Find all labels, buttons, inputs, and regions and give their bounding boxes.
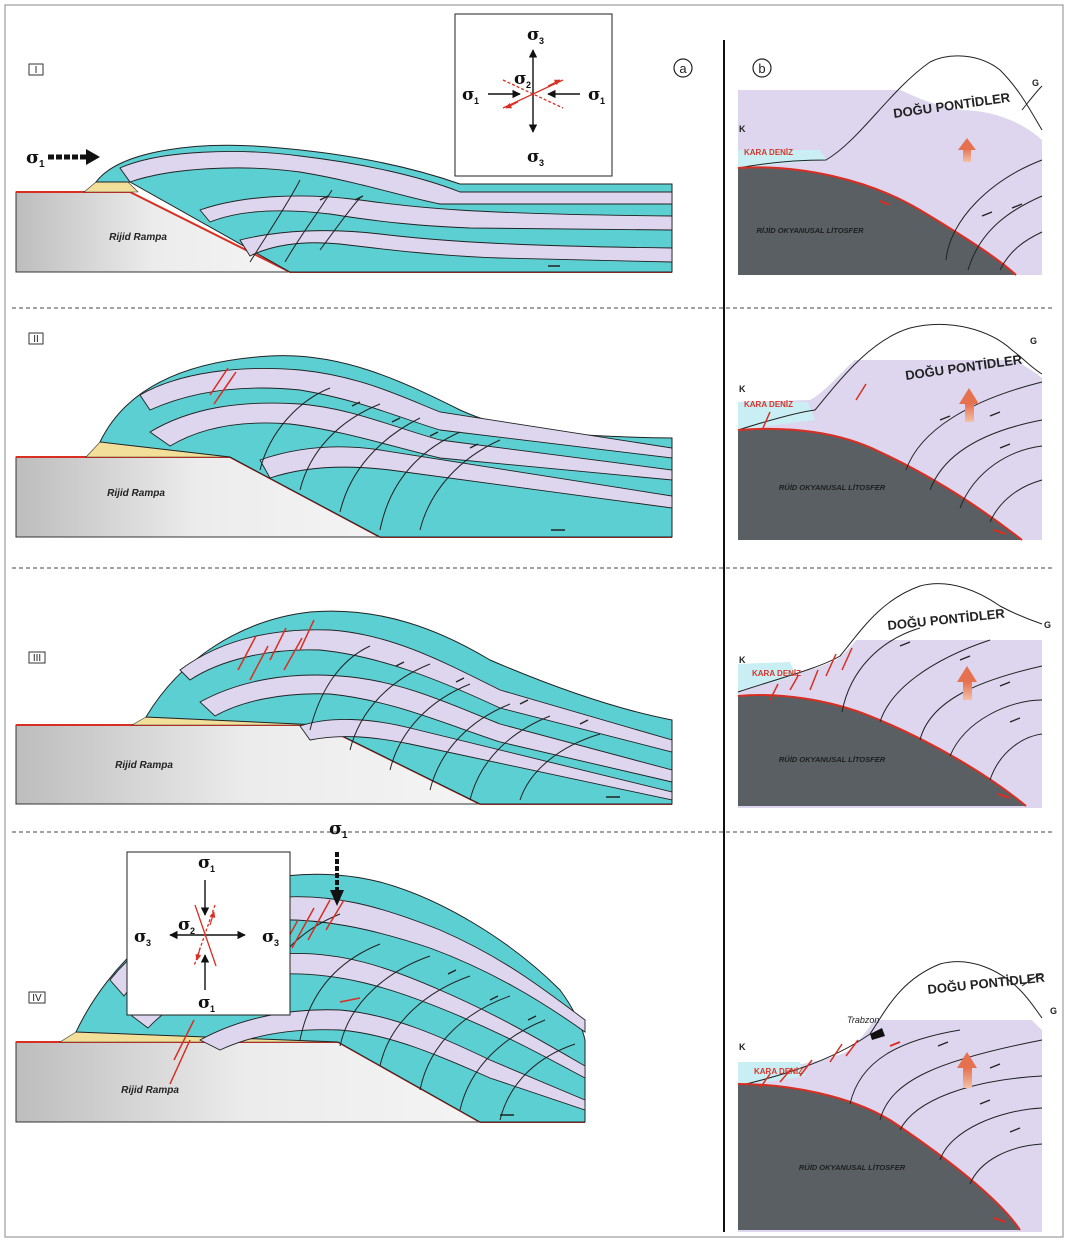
svg-text:1: 1 [39,159,45,170]
stage-4-section-b [737,961,1043,1232]
svg-text:2: 2 [526,80,531,90]
svg-text:σ: σ [527,25,540,45]
svg-text:3: 3 [539,158,544,168]
svg-text:3: 3 [539,36,544,46]
lithosphere-label-2: RÜİD OKYANUSAL LİTOSFER [779,483,886,492]
svg-text:σ: σ [262,927,275,947]
svg-text:σ: σ [527,147,540,167]
sigma1-push-arrow-stage-4: σ 1 [329,818,348,906]
sea-label-1: KARA DENİZ [744,148,793,157]
svg-text:σ: σ [198,853,211,873]
svg-text:II: II [33,334,39,345]
stage-label-2: II [28,332,44,345]
sea-label-3: KARA DENİZ [752,669,801,678]
sea-label-4: KARA DENİZ [754,1067,803,1076]
stress-diagram-compression: σ 3 σ 2 σ 1 σ 1 σ 3 [454,13,613,177]
svg-text:a: a [679,61,687,76]
svg-text:1: 1 [600,96,605,106]
south-label-3: G [1044,620,1051,630]
stage-label-1: I [28,63,44,76]
stage-3-section-a [15,610,673,805]
rampa-label-1: Rijid Rampa [109,232,167,243]
rampa-label-4: Rijid Rampa [121,1085,179,1096]
svg-text:IV: IV [32,993,42,1004]
svg-text:σ: σ [462,85,475,105]
south-label-1: G [1032,78,1039,88]
stage-1-section-a [15,144,673,273]
trabzon-label: Trabzon [847,1015,879,1025]
svg-text:1: 1 [210,1004,215,1014]
rampa-label-2: Rijid Rampa [107,488,165,499]
north-label-2: K [739,384,746,394]
sigma1-push-arrow-stage-1: σ 1 [26,147,100,170]
north-label-1: K [739,124,746,134]
lithosphere-label-3: RÜİD OKYANUSAL LİTOSFER [779,755,886,764]
svg-text:3: 3 [146,938,151,948]
svg-text:3: 3 [274,938,279,948]
svg-text:1: 1 [210,864,215,874]
north-label-4: K [739,1042,746,1052]
svg-text:1: 1 [474,96,479,106]
stage-label-3: III [28,651,46,664]
lithosphere-label-1: RİJİD OKYANUSAL LİTOSFER [756,226,864,235]
figure-frame [4,4,1064,1238]
stress-diagram-extension: σ 1 σ 2 σ 3 σ 3 σ 1 [126,851,291,1016]
stage-3-section-b [737,583,1043,808]
svg-text:σ: σ [329,818,342,839]
sea-label-2: KARA DENİZ [744,400,793,409]
svg-text:I: I [35,65,38,76]
svg-text:b: b [758,61,765,76]
svg-text:σ: σ [198,993,211,1013]
svg-text:1: 1 [342,830,348,841]
svg-text:σ: σ [134,927,147,947]
rampa-label-3: Rijid Rampa [115,760,173,771]
svg-text:σ: σ [26,147,39,168]
svg-text:2: 2 [190,926,195,936]
stage-1-section-b [737,55,1043,276]
lithosphere-label-4: RÜİD OKYANUSAL LİTOSFER [799,1163,906,1172]
svg-text:σ: σ [178,915,191,935]
stage-2-section-a [15,355,673,538]
panel-label-a: a [673,58,693,78]
south-label-4: G [1050,1006,1057,1016]
stage-label-4: IV [28,991,46,1004]
stage-4-section-a [15,873,586,1123]
svg-text:III: III [33,653,41,664]
stage-2-section-b [737,323,1043,541]
north-label-3: K [739,655,746,665]
south-label-2: G [1030,336,1037,346]
svg-text:σ: σ [588,85,601,105]
svg-text:σ: σ [514,69,527,89]
panel-label-b: b [752,58,772,78]
